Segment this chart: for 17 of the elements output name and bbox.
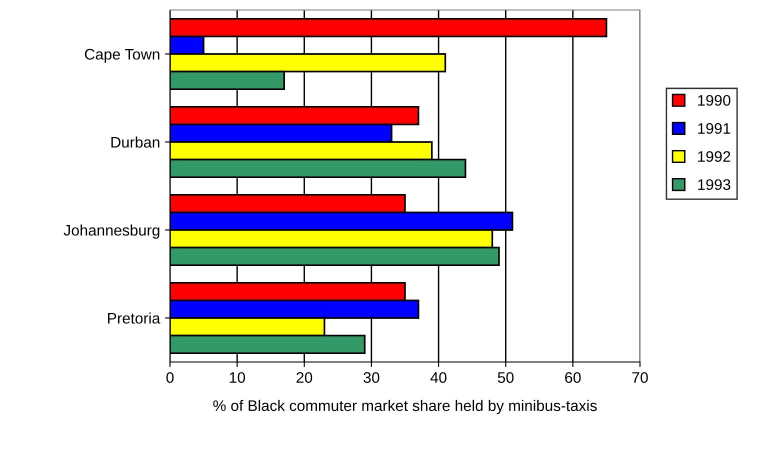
x-tick-label: 70 [632,372,648,383]
y-tick-label: Johannesburg [64,224,160,239]
legend-label: 1991 [698,123,730,134]
legend-label: 1992 [698,151,730,162]
x-tick-label: 10 [230,372,246,383]
x-tick-label: 60 [565,372,581,383]
y-tick-label: Pretoria [108,312,160,324]
x-tick-label: 50 [498,372,514,383]
x-tick-label: 30 [364,372,380,383]
y-tick-label: Durban [111,136,160,148]
x-axis-title: % of Black commuter market share held by minibus-taxis [213,400,597,414]
legend-label: 1990 [698,94,730,106]
x-tick-label: 40 [430,372,446,383]
x-tick-label: 0 [166,372,174,383]
y-tick-label: Cape Town [84,48,160,63]
x-tick-label: 20 [296,372,312,383]
legend-label: 1993 [698,179,730,190]
